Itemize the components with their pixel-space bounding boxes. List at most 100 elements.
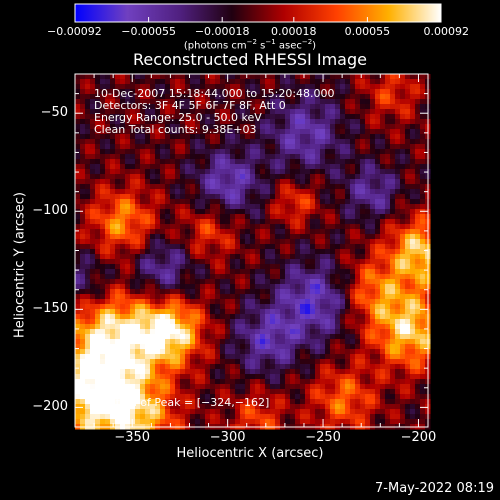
heatmap-cell xyxy=(340,289,346,295)
heatmap-cell xyxy=(345,89,351,95)
heatmap-image[interactable] xyxy=(75,74,431,430)
heatmap-cell xyxy=(320,269,326,275)
heatmap-cell xyxy=(150,94,156,100)
heatmap-cell xyxy=(125,314,131,320)
heatmap-cell xyxy=(255,264,261,270)
heatmap-cell xyxy=(145,169,151,175)
heatmap-cell xyxy=(80,99,86,105)
heatmap-cell xyxy=(105,149,111,155)
heatmap-cell xyxy=(255,204,261,210)
heatmap-cell xyxy=(115,379,121,385)
heatmap-cell xyxy=(110,314,116,320)
heatmap-cell xyxy=(315,134,321,140)
heatmap-cell xyxy=(280,134,286,140)
heatmap-cell xyxy=(200,159,206,165)
heatmap-cell xyxy=(320,164,326,170)
heatmap-cell xyxy=(400,174,406,180)
heatmap-cell xyxy=(160,179,166,185)
heatmap-cell xyxy=(215,94,221,100)
heatmap-cell xyxy=(310,414,316,420)
heatmap-cell xyxy=(400,309,406,315)
heatmap-cell xyxy=(190,249,196,255)
heatmap-cell xyxy=(315,199,321,205)
heatmap-cell xyxy=(235,169,241,175)
heatmap-cell xyxy=(275,419,281,425)
heatmap-cell xyxy=(365,349,371,355)
heatmap-cell xyxy=(135,209,141,215)
heatmap-cell xyxy=(405,89,411,95)
heatmap-cell xyxy=(205,309,211,315)
heatmap-cell xyxy=(75,204,81,210)
heatmap-cell xyxy=(405,329,411,335)
heatmap-cell xyxy=(320,309,326,315)
heatmap-cell xyxy=(390,94,396,100)
heatmap-cell xyxy=(375,199,381,205)
heatmap-cell xyxy=(385,129,391,135)
heatmap-cell xyxy=(230,349,236,355)
heatmap-cell xyxy=(130,159,136,165)
heatmap-cell xyxy=(385,324,391,330)
heatmap-cell xyxy=(175,194,181,200)
heatmap-cell xyxy=(150,144,156,150)
heatmap-cell xyxy=(195,209,201,215)
heatmap-cell xyxy=(150,419,156,425)
heatmap-cell xyxy=(170,189,176,195)
heatmap-cell xyxy=(190,109,196,115)
heatmap-cell xyxy=(170,274,176,280)
heatmap-cell xyxy=(115,154,121,160)
heatmap-cell xyxy=(415,304,421,310)
heatmap-cell xyxy=(155,139,161,145)
heatmap-cell xyxy=(195,189,201,195)
heatmap-cell xyxy=(75,344,81,350)
heatmap-cell xyxy=(355,264,361,270)
heatmap-cell xyxy=(375,99,381,105)
heatmap-cell xyxy=(215,324,221,330)
heatmap-cell xyxy=(140,119,146,125)
heatmap-cell xyxy=(185,314,191,320)
heatmap-cell xyxy=(335,134,341,140)
heatmap-cell xyxy=(160,334,166,340)
heatmap-cell xyxy=(95,139,101,145)
heatmap-cell xyxy=(160,259,166,265)
heatmap-cell xyxy=(95,204,101,210)
heatmap-cell xyxy=(155,154,161,160)
heatmap-cell xyxy=(415,259,421,265)
heatmap-cell xyxy=(370,159,376,165)
heatmap-cell xyxy=(160,369,166,375)
heatmap-cell xyxy=(390,369,396,375)
heatmap-cell xyxy=(345,419,351,425)
heatmap-cell xyxy=(350,329,356,335)
heatmap-cell xyxy=(280,294,286,300)
heatmap-cell xyxy=(245,354,251,360)
heatmap-cell xyxy=(210,314,216,320)
heatmap-cell xyxy=(415,359,421,365)
heatmap-cell xyxy=(345,344,351,350)
heatmap-cell xyxy=(325,349,331,355)
heatmap-cell xyxy=(175,99,181,105)
heatmap-cell xyxy=(280,299,286,305)
heatmap-cell xyxy=(180,84,186,90)
heatmap-cell xyxy=(300,314,306,320)
heatmap-cell xyxy=(155,224,161,230)
heatmap-cell xyxy=(370,264,376,270)
heatmap-cell xyxy=(145,339,151,345)
heatmap-cell xyxy=(285,299,291,305)
heatmap-cell xyxy=(135,134,141,140)
heatmap-cell xyxy=(180,264,186,270)
heatmap-cell xyxy=(85,294,91,300)
heatmap-cell xyxy=(145,239,151,245)
heatmap-cell xyxy=(305,359,311,365)
heatmap-cell xyxy=(275,99,281,105)
heatmap-cell xyxy=(85,254,91,260)
heatmap-cell xyxy=(130,384,136,390)
heatmap-cell xyxy=(300,254,306,260)
heatmap-cell xyxy=(140,174,146,180)
heatmap-cell xyxy=(175,124,181,130)
heatmap-cell xyxy=(180,149,186,155)
heatmap-cell xyxy=(285,204,291,210)
heatmap-cell xyxy=(180,319,186,325)
heatmap-cell xyxy=(155,344,161,350)
heatmap-cell xyxy=(415,129,421,135)
heatmap-cell xyxy=(115,284,121,290)
heatmap-cell xyxy=(285,374,291,380)
